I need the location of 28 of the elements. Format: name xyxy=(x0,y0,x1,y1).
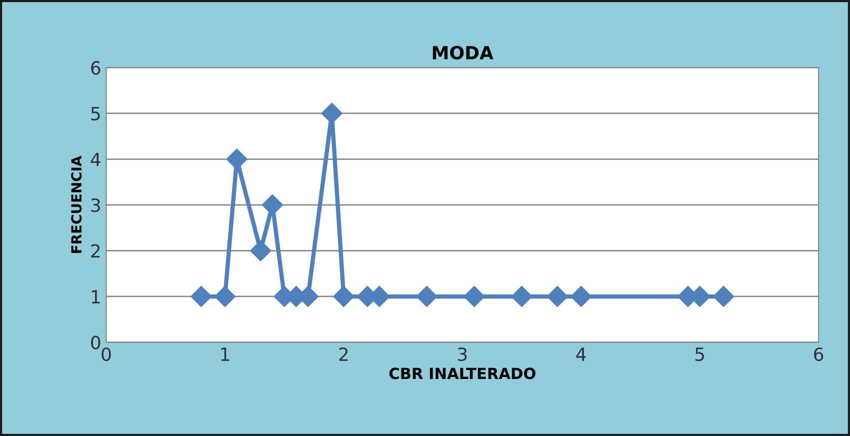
x-tick-label: 4 xyxy=(576,348,586,361)
point xyxy=(511,286,532,307)
point xyxy=(416,286,438,307)
y-axis-title: FRECUENCIA xyxy=(71,156,82,253)
point xyxy=(214,286,236,307)
point xyxy=(464,286,485,307)
y-tick-label: 2 xyxy=(91,244,100,258)
point xyxy=(546,286,568,307)
x-tick-label: 0 xyxy=(102,347,111,362)
y-tick-label: 4 xyxy=(90,152,100,166)
point xyxy=(321,102,342,124)
y-tick-label: 5 xyxy=(91,107,100,120)
x-tick-label: 6 xyxy=(814,347,824,362)
y-tick-label: 1 xyxy=(92,290,100,304)
x-axis-title: CBR INALTERADO xyxy=(389,368,536,380)
x-tick-label: 2 xyxy=(339,347,348,361)
point xyxy=(713,286,734,307)
y-tick-label: 6 xyxy=(91,61,100,75)
y-tick-label: 0 xyxy=(91,336,100,350)
x-tick-label: 3 xyxy=(458,347,467,362)
y-tick-label: 3 xyxy=(91,198,100,212)
point xyxy=(570,286,592,307)
chart-title: MODA xyxy=(432,46,494,60)
point xyxy=(333,286,354,307)
point xyxy=(250,240,272,262)
x-tick-label: 1 xyxy=(221,348,230,361)
x-tick-label: 5 xyxy=(695,348,704,362)
point xyxy=(190,286,212,307)
